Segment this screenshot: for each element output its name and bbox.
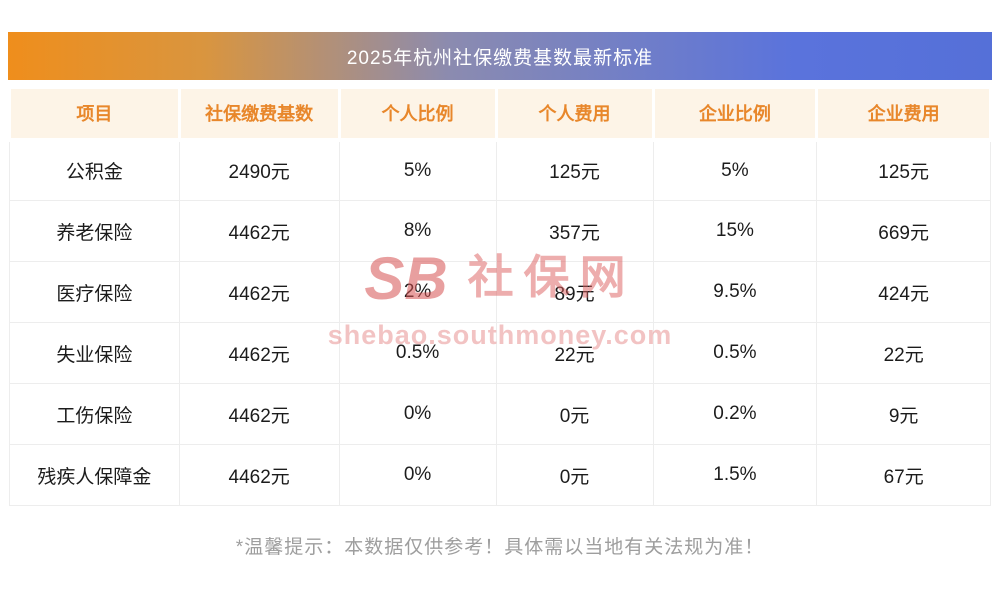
table-row: 医疗保险 4462元 2% 89元 9.5% 424元 <box>9 261 991 323</box>
row-label: 残疾人保障金 <box>9 444 180 506</box>
social-insurance-table: 项目 社保缴费基数 个人比例 个人费用 企业比例 企业费用 公积金 2490元 … <box>8 86 992 506</box>
column-header-company-ratio: 企业比例 <box>651 86 819 142</box>
footer-note: *温馨提示：本数据仅供参考！具体需以当地有关法规为准！ <box>235 537 765 558</box>
table-header-row: 项目 社保缴费基数 个人比例 个人费用 企业比例 企业费用 <box>8 86 992 142</box>
table-row: 残疾人保障金 4462元 0% 0元 1.5% 67元 <box>9 444 991 506</box>
table-cell: 4462元 <box>178 322 340 384</box>
table-header: 项目 社保缴费基数 个人比例 个人费用 企业比例 企业费用 <box>8 86 992 142</box>
table-cell: 0% <box>338 383 497 445</box>
table-cell: 4462元 <box>178 444 340 506</box>
table-row: 工伤保险 4462元 0% 0元 0.2% 9元 <box>9 383 991 445</box>
table-cell: 0.5% <box>338 322 497 384</box>
table-cell: 4462元 <box>178 200 340 262</box>
table-title: 2025年杭州社保缴费基数最新标准 <box>346 47 654 69</box>
table-cell: 89元 <box>495 261 654 323</box>
row-label: 医疗保险 <box>9 261 180 323</box>
table-cell: 5% <box>652 139 818 201</box>
table-row: 公积金 2490元 5% 125元 5% 125元 <box>9 139 991 201</box>
table-row: 养老保险 4462元 8% 357元 15% 669元 <box>9 200 991 262</box>
column-header-personal-ratio: 个人比例 <box>337 86 498 142</box>
social-insurance-table-card: 2025年杭州社保缴费基数最新标准 项目 社保缴费基数 个人比例 个人费用 企业… <box>8 32 992 559</box>
table-cell: 5% <box>338 139 497 201</box>
table-cell: 0元 <box>495 444 654 506</box>
table-cell: 424元 <box>816 261 991 323</box>
column-header-company-fee: 企业费用 <box>815 86 992 142</box>
table-cell: 4462元 <box>178 261 340 323</box>
table-cell: 669元 <box>816 200 991 262</box>
column-header-personal-fee: 个人费用 <box>494 86 655 142</box>
row-label: 工伤保险 <box>9 383 180 445</box>
row-label: 养老保险 <box>9 200 180 262</box>
table-cell: 1.5% <box>652 444 818 506</box>
table-cell: 9元 <box>816 383 991 445</box>
table-body: 公积金 2490元 5% 125元 5% 125元 养老保险 4462元 8% … <box>9 139 991 506</box>
table-cell: 15% <box>652 200 818 262</box>
table-cell: 22元 <box>816 322 991 384</box>
column-header-base: 社保缴费基数 <box>177 86 341 142</box>
table-cell: 22元 <box>495 322 654 384</box>
row-label: 失业保险 <box>9 322 180 384</box>
table-cell: 125元 <box>495 139 654 201</box>
row-label: 公积金 <box>9 139 180 201</box>
table-row: 失业保险 4462元 0.5% 22元 0.5% 22元 <box>9 322 991 384</box>
table-cell: 4462元 <box>178 383 340 445</box>
table-cell: 67元 <box>816 444 991 506</box>
table-cell: 0.5% <box>652 322 818 384</box>
table-cell: 357元 <box>495 200 654 262</box>
table-cell: 2490元 <box>178 139 340 201</box>
table-cell: 125元 <box>816 139 991 201</box>
column-header-item: 项目 <box>8 86 181 142</box>
table-cell: 9.5% <box>652 261 818 323</box>
table-cell: 0.2% <box>652 383 818 445</box>
table-cell: 0% <box>338 444 497 506</box>
table-cell: 0元 <box>495 383 654 445</box>
table-title-bar: 2025年杭州社保缴费基数最新标准 <box>8 32 992 80</box>
table-cell: 2% <box>338 261 497 323</box>
table-cell: 8% <box>338 200 497 262</box>
